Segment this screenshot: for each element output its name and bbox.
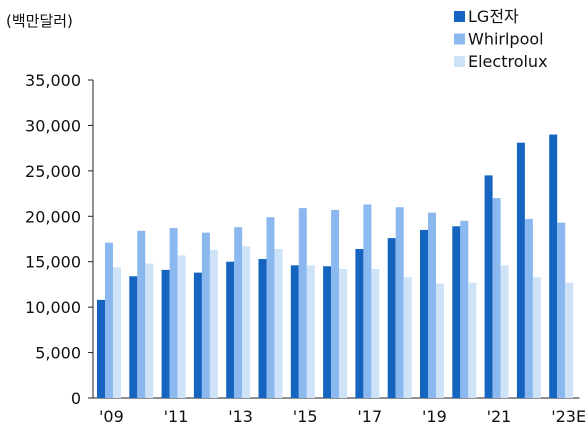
y-tick-label: 15,000 xyxy=(25,253,81,272)
bar-electrolux-12 xyxy=(209,249,218,398)
x-tick-label: '21 xyxy=(487,407,512,426)
x-tick-label: '15 xyxy=(293,407,318,426)
legend-label: LG전자 xyxy=(468,7,519,26)
bar-lg전자-18 xyxy=(387,238,396,398)
bar-electrolux-21 xyxy=(500,265,509,398)
bar-lg전자-14 xyxy=(258,258,267,398)
bar-whirlpool-14 xyxy=(266,217,275,398)
bar-whirlpool-22 xyxy=(524,219,533,398)
bar-whirlpool-16 xyxy=(331,209,340,398)
legend-label: Whirlpool xyxy=(468,30,544,49)
bar-electrolux-19 xyxy=(436,283,444,398)
legend-swatch xyxy=(454,33,465,45)
bar-lg전자-20 xyxy=(452,226,461,398)
bar-electrolux-13 xyxy=(242,246,251,398)
bar-electrolux-14 xyxy=(274,248,283,398)
bar-lg전자-21 xyxy=(484,175,493,398)
bar-electrolux-16 xyxy=(339,268,348,398)
legend-swatch xyxy=(454,56,465,67)
bar-electrolux-15 xyxy=(306,265,315,398)
unit-label: (백만달러) xyxy=(6,12,73,30)
bar-lg전자-15 xyxy=(290,265,299,398)
y-tick-label: 25,000 xyxy=(25,162,81,181)
y-axis: 0 5,000 10,000 15,000 20,000 25,000 30,000 35,0… xyxy=(25,71,94,408)
bar-electrolux-17 xyxy=(371,268,380,398)
bar-lg전자-22 xyxy=(516,142,525,398)
bar-lg전자-10 xyxy=(129,276,138,398)
bar-electrolux-09 xyxy=(113,267,121,398)
bar-whirlpool-19 xyxy=(428,212,436,398)
legend-swatch xyxy=(454,11,465,22)
y-tick-label: 35,000 xyxy=(25,71,81,90)
bar-electrolux-23E xyxy=(565,282,574,398)
x-tick-label: '13 xyxy=(228,407,253,426)
y-tick-label: 5,000 xyxy=(35,344,81,363)
bar-electrolux-22 xyxy=(532,277,541,398)
x-tick-label: '23E xyxy=(551,407,586,426)
bar-electrolux-10 xyxy=(145,263,154,398)
y-tick-label: 30,000 xyxy=(25,116,81,135)
y-tick-label: 20,000 xyxy=(25,207,81,226)
x-tick-label: '11 xyxy=(164,407,189,426)
bars xyxy=(97,134,574,398)
bar-lg전자-12 xyxy=(193,272,202,398)
y-tick-label: 0 xyxy=(71,389,81,408)
bar-lg전자-23E xyxy=(549,134,558,398)
bar-whirlpool-21 xyxy=(492,198,501,398)
bar-whirlpool-15 xyxy=(298,208,307,398)
bar-whirlpool-10 xyxy=(137,230,146,398)
bar-electrolux-18 xyxy=(403,277,412,398)
bar-lg전자-16 xyxy=(323,266,332,398)
bar-whirlpool-20 xyxy=(460,220,469,398)
bar-whirlpool-13 xyxy=(234,227,243,398)
bar-electrolux-20 xyxy=(468,282,477,398)
bar-whirlpool-12 xyxy=(201,232,210,398)
bar-electrolux-11 xyxy=(177,255,186,398)
bar-whirlpool-17 xyxy=(363,204,372,398)
bar-whirlpool-09 xyxy=(105,242,113,398)
x-tick-label: '09 xyxy=(99,407,124,426)
legend: LG전자 Whirlpool Electrolux xyxy=(454,7,548,71)
x-axis: '09 '11 '13 '15 '17 '19 '21 '23E xyxy=(93,397,586,426)
bar-whirlpool-18 xyxy=(395,207,404,398)
bar-lg전자-13 xyxy=(226,261,235,398)
bar-lg전자-19 xyxy=(420,229,428,398)
y-tick-label: 10,000 xyxy=(25,298,81,317)
x-tick-label: '19 xyxy=(422,407,447,426)
x-tick-label: '17 xyxy=(357,407,382,426)
bar-whirlpool-23E xyxy=(557,222,566,398)
bar-lg전자-09 xyxy=(97,299,105,398)
bar-lg전자-11 xyxy=(161,269,170,398)
bar-lg전자-17 xyxy=(355,248,364,398)
legend-label: Electrolux xyxy=(468,52,548,71)
bar-whirlpool-11 xyxy=(169,228,178,398)
